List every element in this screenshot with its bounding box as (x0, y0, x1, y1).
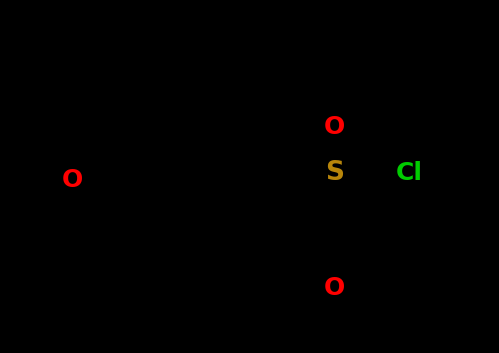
Text: S: S (325, 160, 344, 186)
Text: O: O (324, 276, 345, 300)
Text: O: O (324, 115, 345, 139)
Text: Cl: Cl (396, 161, 423, 185)
Text: O: O (62, 168, 83, 192)
